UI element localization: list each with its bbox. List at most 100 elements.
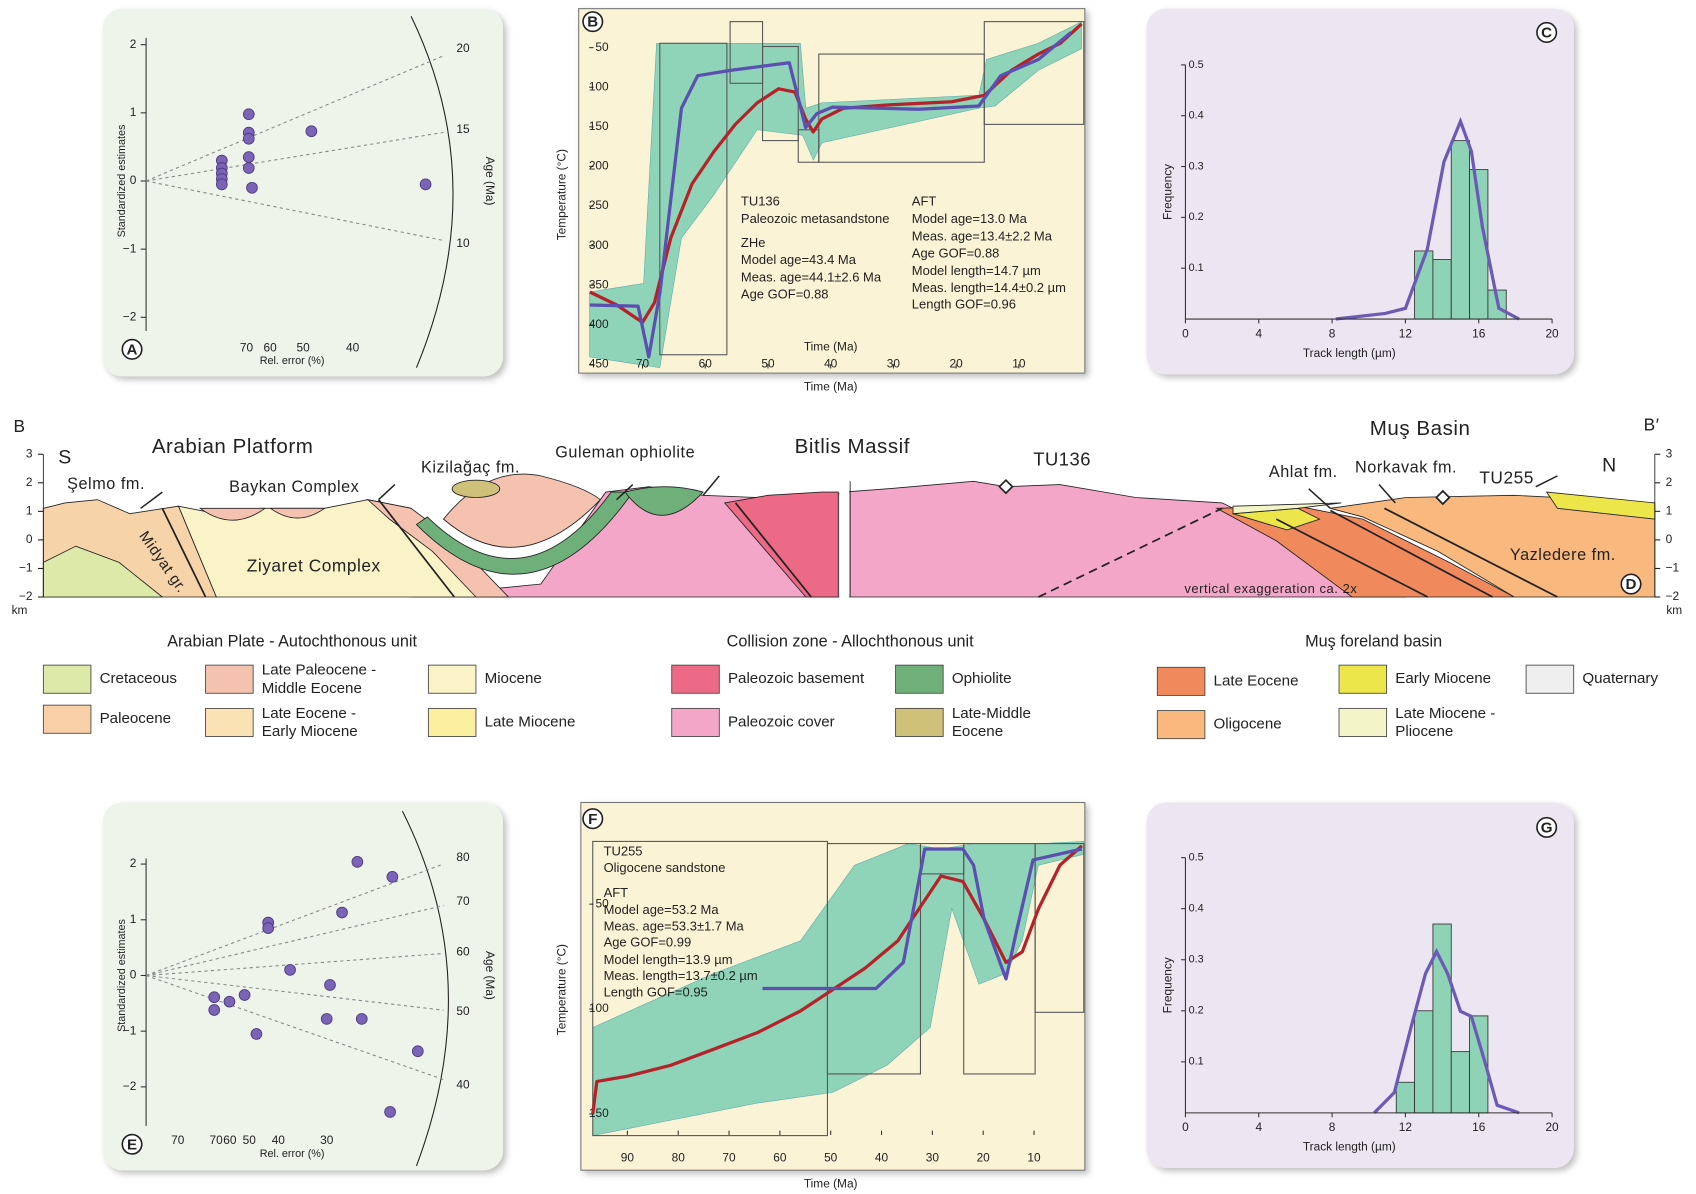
annotation: Age GOF=0.88 — [912, 246, 1000, 261]
y-tick-label: 1 — [130, 912, 137, 926]
legend-swatch — [1338, 707, 1388, 737]
x-axis-title: Time (Ma) — [804, 379, 858, 393]
cross-section — [42, 454, 1656, 601]
y-tick-label: 0.3 — [1189, 160, 1204, 172]
section-label: TU136 — [1033, 449, 1091, 470]
legend-swatch — [427, 664, 477, 694]
y-tick-label: 0 — [130, 968, 137, 982]
bar — [1432, 259, 1452, 320]
age-tick-label: 50 — [456, 1004, 470, 1018]
x-tick-label: 16 — [1472, 326, 1486, 340]
x-tick-label: 40 — [272, 1133, 286, 1147]
legend-swatch — [427, 707, 477, 737]
series-line — [762, 847, 1083, 991]
x-tick-label: 10 — [1012, 357, 1026, 371]
panel-letter-circle — [1536, 816, 1558, 838]
age-line — [145, 55, 444, 182]
legend-label: Late Miocene — [485, 713, 576, 730]
x-tick-label: 80 — [672, 1150, 686, 1164]
curve — [1373, 947, 1520, 1115]
y-tick-label: 0.2 — [1189, 211, 1204, 223]
legend-label: Late Miocene - — [1395, 705, 1495, 722]
legend-label: Late Paleocene - — [262, 662, 376, 679]
x-tick-label: 20 — [1545, 1120, 1559, 1134]
y-tick-label: 0.4 — [1189, 110, 1204, 122]
point — [215, 178, 228, 191]
y-tick-label: 0.3 — [1189, 954, 1204, 966]
scale-label: −2 — [1666, 589, 1680, 603]
y-tick-label: 0.2 — [1189, 1005, 1204, 1017]
x-tick-label: 12 — [1399, 326, 1412, 340]
legend-swatch — [205, 664, 254, 694]
point — [242, 162, 255, 174]
y-axis-title: Standardized estimates — [116, 918, 128, 1031]
x-tick-label: 50 — [297, 340, 311, 354]
legend-swatch — [671, 664, 720, 694]
scale-label: −2 — [19, 589, 33, 603]
annotation: Model age=53.2 Ma — [604, 902, 720, 917]
point — [262, 922, 275, 934]
y-tick-label: −2 — [123, 1079, 137, 1093]
annotation: Age GOF=0.99 — [604, 935, 692, 950]
series-line — [589, 31, 1072, 359]
panel-letter: E — [127, 1136, 137, 1153]
x-tick-label: 16 — [1472, 1120, 1486, 1134]
panel-letter-circle — [121, 338, 143, 360]
point — [238, 989, 251, 1001]
x-tick-label: 70 — [240, 340, 254, 354]
x-tick-label: 40 — [346, 340, 360, 354]
age-line — [145, 180, 444, 241]
panel-letter: B — [587, 14, 598, 31]
y-axis-title: Temperature (°C) — [555, 149, 569, 240]
legend-swatch — [895, 664, 944, 694]
point — [242, 132, 255, 145]
legend-label: Paleozoic cover — [728, 713, 835, 730]
y-axis-title: Temperature (°C) — [555, 944, 569, 1035]
y-tick-label: 50 — [595, 40, 609, 54]
y-tick-label: 50 — [595, 896, 609, 910]
x-axis-title: Track length (µm) — [1303, 1140, 1396, 1154]
panel-letter-circle — [121, 1133, 143, 1155]
section-label: Norkavak fm. — [1355, 459, 1457, 477]
legend-label: Paleozoic basement — [728, 670, 865, 687]
x-tick-label: 60 — [773, 1150, 787, 1164]
legend-group-title: Collision zone - Allochthonous unit — [727, 633, 975, 651]
y-tick-label: 200 — [589, 159, 609, 173]
annotation: Model length=14.7 µm — [912, 263, 1041, 278]
section-label: Muş Basin — [1370, 417, 1471, 440]
age-tick-label: 10 — [456, 236, 470, 250]
legend-label: Late-Middle — [952, 705, 1031, 722]
radial-arc — [401, 810, 449, 1167]
section-label: S — [58, 447, 72, 469]
x-tick-label: 50 — [761, 357, 775, 371]
legend-swatch — [42, 664, 92, 694]
age-line — [145, 974, 444, 1081]
legend-label: Paleocene — [100, 710, 171, 727]
point — [305, 125, 318, 138]
x-tick-label: 30 — [887, 357, 901, 371]
y-tick-label: 300 — [589, 238, 609, 252]
scale-label: −1 — [1666, 561, 1680, 575]
point — [336, 906, 348, 919]
x-tick-label: 30 — [926, 1150, 940, 1164]
x-tick-label: 0 — [1182, 1120, 1189, 1134]
annotation: Paleozoic metasandstone — [741, 211, 890, 226]
point — [355, 1013, 368, 1025]
panel-letter-circle — [1620, 573, 1642, 595]
bar — [1395, 1081, 1416, 1114]
point — [386, 871, 399, 883]
annotation: AFT — [604, 885, 629, 900]
annotation: Meas. age=44.1±2.6 Ma — [741, 269, 882, 284]
annotation: Age GOF=0.88 — [741, 287, 829, 302]
x-tick-label: 4 — [1255, 326, 1262, 340]
y-tick-label: 0.5 — [1189, 59, 1204, 71]
x-tick-label: 12 — [1399, 1120, 1412, 1134]
annotation: ZHe — [741, 235, 766, 250]
bar — [1414, 1010, 1434, 1114]
legend-label: Late Eocene — [1214, 672, 1299, 689]
age-tick-label: 80 — [456, 850, 470, 864]
legend-group-title: Muş foreland basin — [1305, 633, 1442, 651]
scale-unit: km — [12, 603, 28, 617]
point — [242, 151, 255, 163]
legend-swatch — [1156, 710, 1206, 740]
